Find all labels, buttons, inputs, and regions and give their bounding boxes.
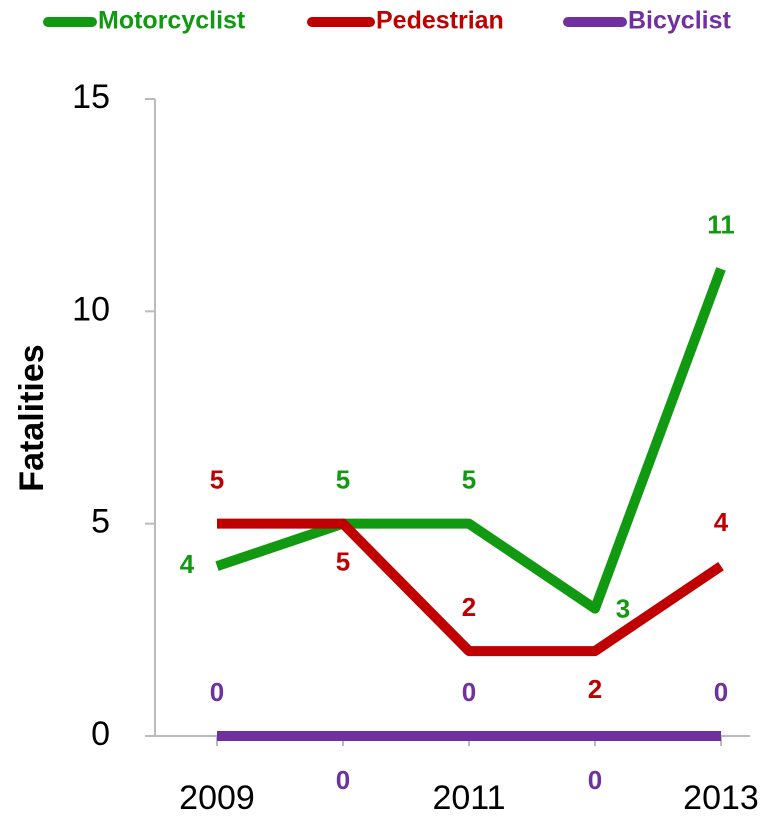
data-label: 2 — [588, 674, 602, 704]
y-tick-label: 5 — [91, 503, 110, 541]
data-label: 2 — [462, 592, 476, 622]
data-label: 0 — [714, 677, 728, 707]
data-label: 0 — [588, 765, 602, 795]
x-tick-label: 2009 — [179, 779, 255, 817]
legend-label: Motorcyclist — [98, 7, 246, 35]
data-label: 0 — [210, 677, 224, 707]
x-tick-label: 2011 — [432, 779, 505, 817]
series-line — [217, 518, 724, 657]
legend-label: Pedestrian — [376, 7, 504, 35]
data-label: 5 — [462, 465, 476, 495]
data-label: 4 — [180, 549, 195, 579]
data-label: 5 — [210, 465, 224, 495]
data-label: 4 — [714, 507, 729, 537]
y-axis-label: Fatalities — [13, 344, 51, 491]
data-label: 0 — [462, 677, 476, 707]
data-label: 5 — [336, 547, 350, 577]
data-label: 11 — [707, 210, 735, 240]
x-tick-label: 2013 — [683, 779, 759, 817]
y-tick-label: 0 — [91, 715, 110, 753]
data-label: 0 — [336, 765, 350, 795]
series-line — [215, 267, 726, 614]
data-label: 3 — [616, 593, 630, 623]
data-label: 5 — [336, 465, 350, 495]
y-tick-label: 15 — [72, 78, 110, 116]
legend-label: Bicyclist — [628, 7, 732, 35]
y-tick-label: 10 — [72, 290, 110, 328]
